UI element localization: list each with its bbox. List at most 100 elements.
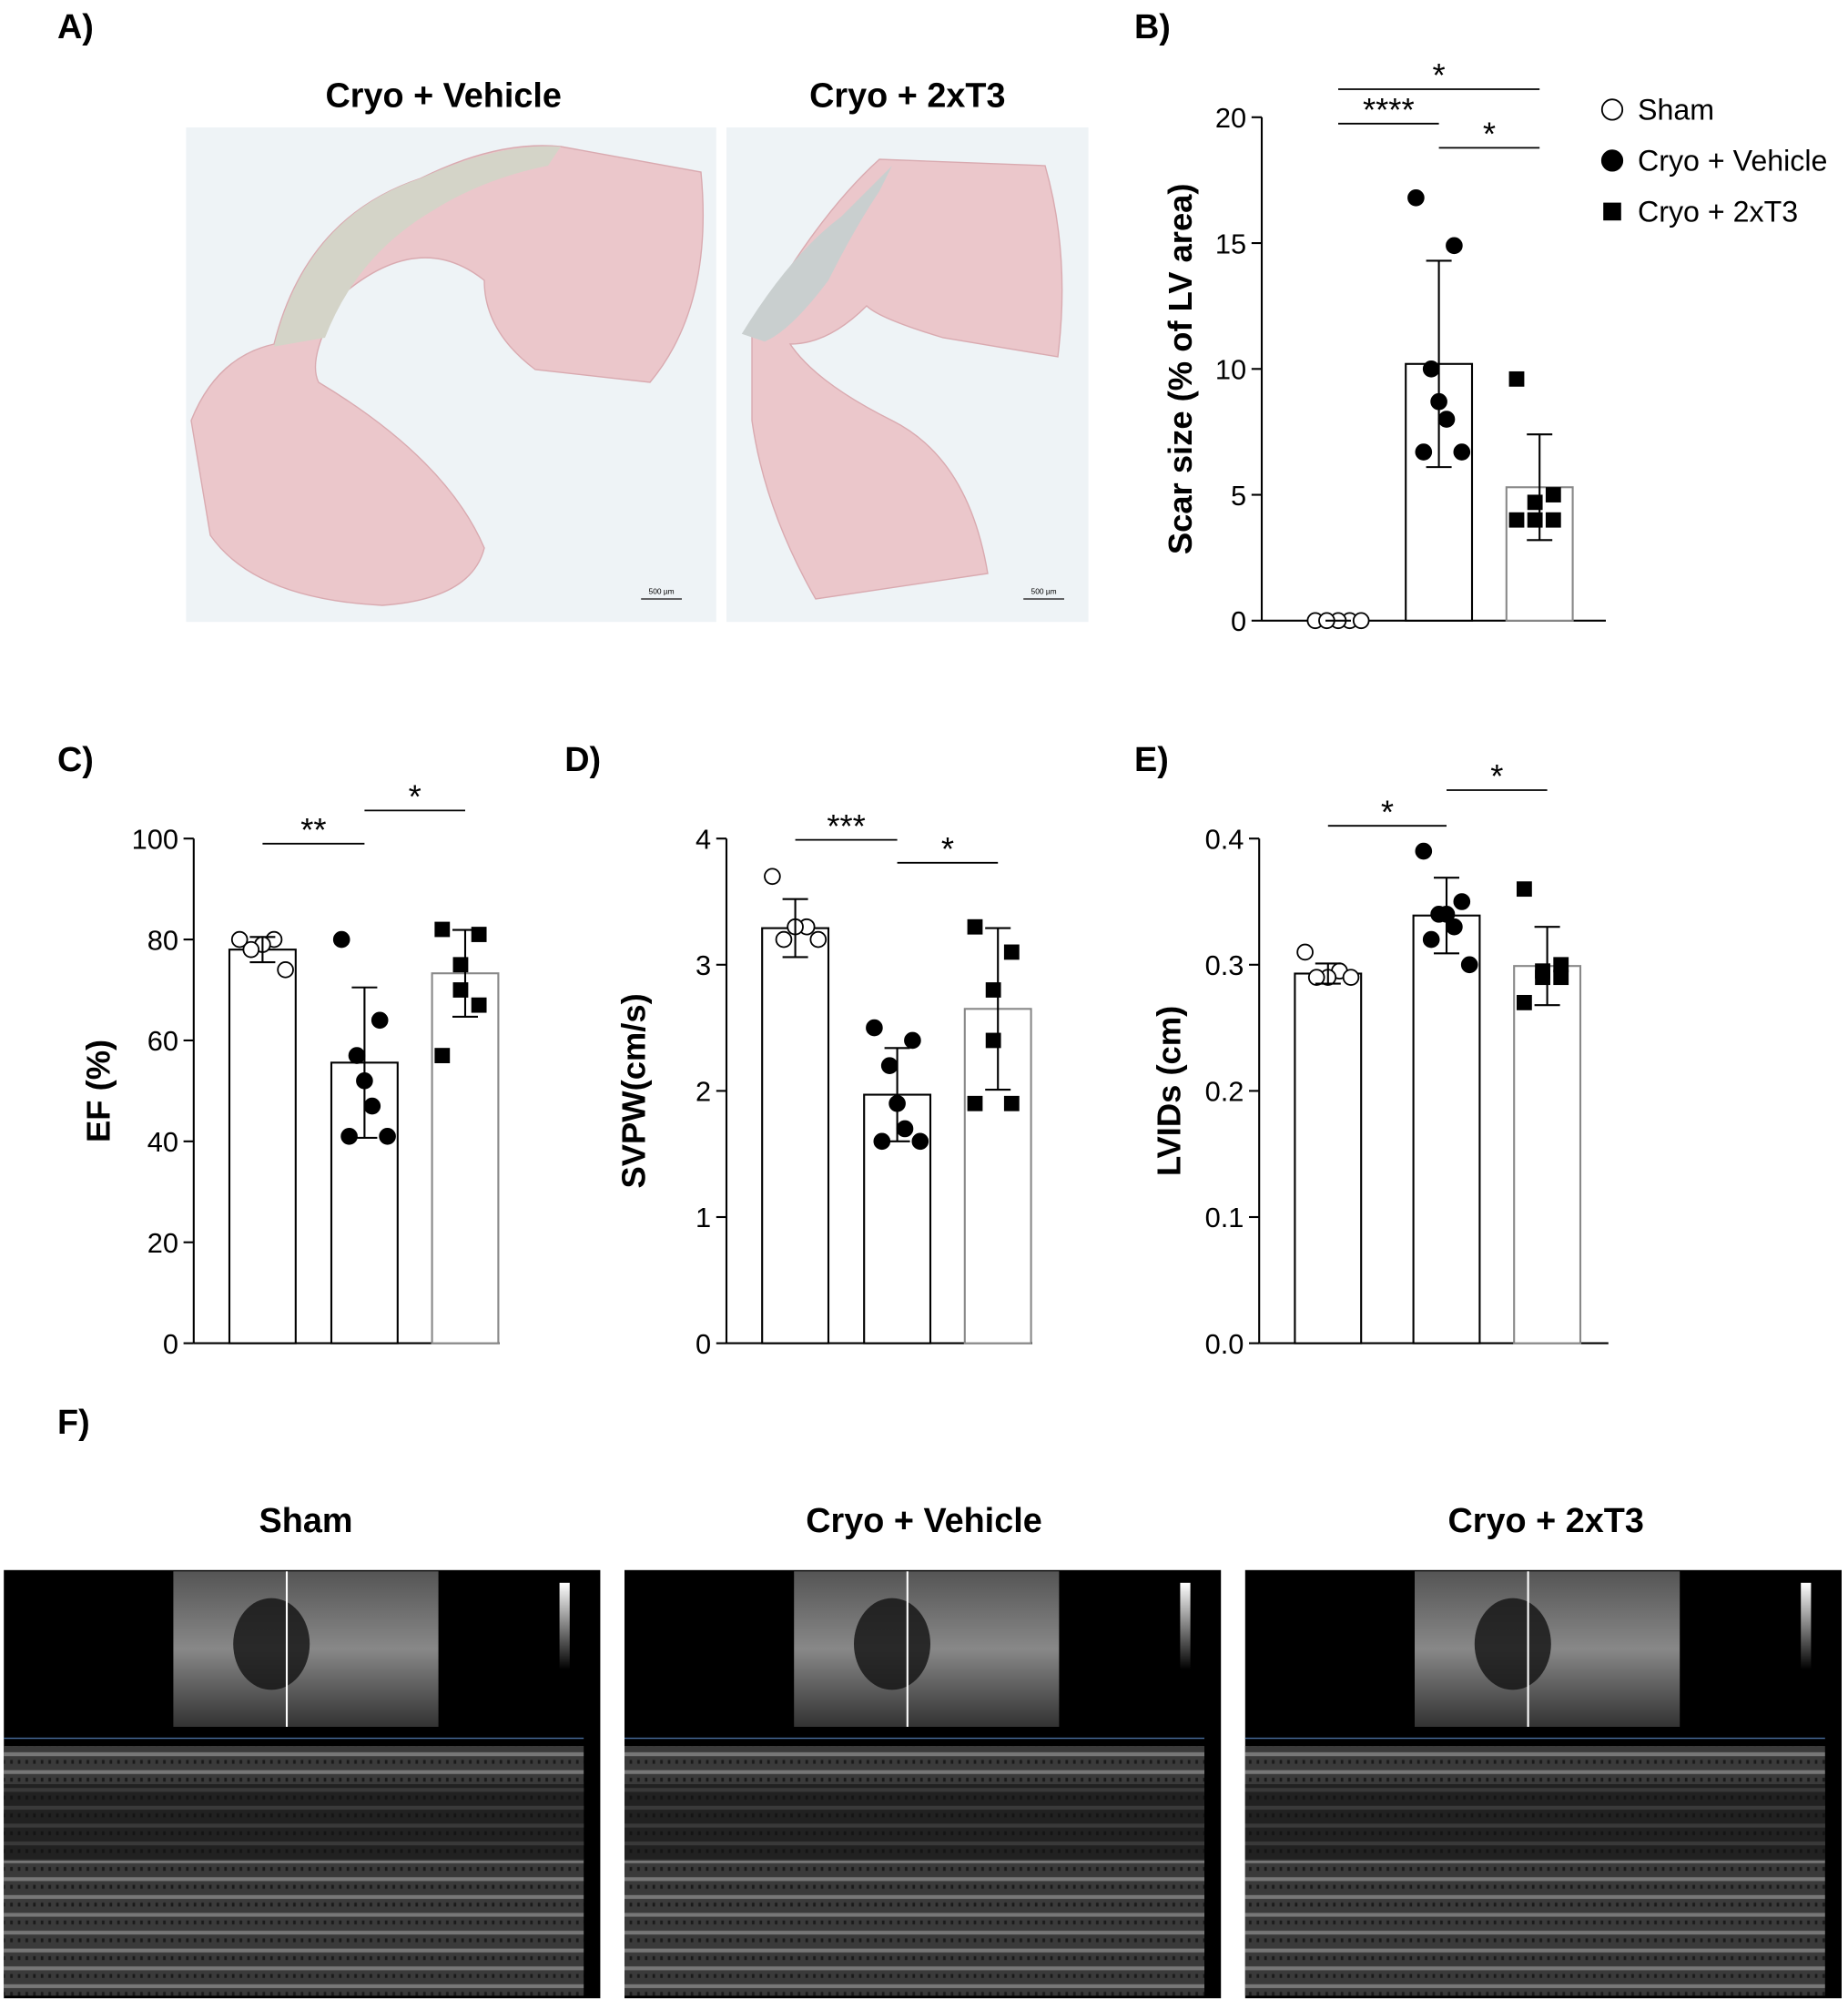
data-point [277, 961, 294, 979]
bar [761, 927, 830, 1345]
charts: Scar size (% of LV area)05101520******Sh… [79, 56, 1827, 1360]
error-bar [1426, 259, 1452, 469]
data-point [1296, 943, 1314, 961]
panel-label: C) [57, 741, 94, 779]
data-point [1508, 370, 1525, 387]
y-tick-label: 20 [147, 1227, 178, 1259]
data-point [1508, 512, 1525, 528]
data-point [1545, 512, 1561, 528]
y-tick-label: 20 [1215, 102, 1246, 134]
data-point [1453, 443, 1471, 461]
data-point [866, 1019, 883, 1037]
significance-label: ** [300, 811, 326, 848]
significance-label: * [1483, 116, 1496, 153]
y-tick-label: 0 [1231, 605, 1246, 637]
error-bar [782, 898, 808, 959]
scale-bar-label: 500 µm [1031, 586, 1057, 595]
panel-label: F) [57, 1404, 90, 1442]
data-point [1352, 612, 1370, 630]
panel-label: D) [564, 741, 601, 779]
heart-chamber [233, 1598, 310, 1690]
data-point [471, 997, 487, 1013]
error-bar [1527, 433, 1553, 542]
m-mode-image [4, 1746, 584, 1996]
data-point [1407, 188, 1425, 207]
y-tick-label: 100 [132, 823, 178, 855]
m-mode-band [4, 1784, 584, 1862]
data-point [809, 930, 828, 949]
error-bar [351, 986, 378, 1140]
data-point [230, 930, 249, 949]
y-tick-label: 0.1 [1205, 1202, 1244, 1233]
y-tick-label: 5 [1231, 480, 1246, 512]
data-point [371, 1011, 389, 1030]
panel-label: E) [1134, 741, 1169, 779]
legend-marker [1600, 149, 1624, 172]
legend-marker [1600, 98, 1624, 121]
y-axis-label: Scar size (% of LV area) [1162, 183, 1199, 554]
panel-label: B) [1134, 8, 1171, 46]
gray-scale [1180, 1582, 1191, 1670]
data-point [1342, 969, 1360, 986]
data-point [1415, 443, 1433, 461]
data-point [1003, 1095, 1020, 1111]
significance-label: * [409, 778, 421, 816]
echo-images [4, 1569, 1842, 1999]
data-point [348, 1047, 366, 1064]
error-bar [884, 1047, 910, 1142]
error-bar [1315, 962, 1341, 985]
image-title: Cryo + 2xT3 [1448, 1502, 1644, 1540]
significance-label: * [1433, 56, 1446, 94]
data-point [1553, 969, 1569, 986]
error-bar [1434, 877, 1459, 955]
significance-label: **** [1363, 91, 1415, 128]
data-point [1460, 956, 1478, 974]
data-point [1446, 918, 1463, 936]
y-tick-label: 80 [147, 924, 178, 956]
legend-marker [1603, 202, 1621, 221]
significance-label: *** [827, 807, 865, 845]
y-tick-label: 0.3 [1205, 949, 1244, 981]
y-tick-label: 1 [696, 1202, 711, 1233]
data-point [880, 1057, 899, 1074]
data-point [1437, 411, 1456, 428]
y-axis-label: EF (%) [79, 1040, 117, 1142]
data-point [1422, 930, 1440, 949]
m-mode-band [1244, 1784, 1825, 1862]
data-point [1415, 842, 1433, 860]
error-bar [249, 936, 276, 964]
scar-tissue [741, 166, 892, 342]
image-title: Cryo + Vehicle [325, 77, 561, 116]
y-axis-label: LVIDs (cm) [1150, 1006, 1187, 1176]
data-point [1446, 237, 1463, 255]
y-tick-label: 0 [163, 1328, 178, 1360]
scale-bar-label: 500 µm [649, 586, 675, 595]
error-bar [985, 927, 1011, 1091]
data-point [1307, 969, 1325, 986]
legend-label: Cryo + Vehicle [1638, 145, 1827, 178]
y-tick-label: 0.0 [1205, 1328, 1244, 1360]
data-point [904, 1031, 921, 1050]
y-tick-label: 0.4 [1205, 823, 1244, 855]
legend-label: Sham [1638, 94, 1714, 127]
y-tick-label: 15 [1215, 228, 1246, 259]
heart-chamber [854, 1598, 930, 1690]
y-tick-label: 0.2 [1205, 1076, 1244, 1108]
data-point [1517, 881, 1532, 898]
data-point [896, 1120, 914, 1138]
image-title: Cryo + Vehicle [806, 1502, 1041, 1540]
heart-chamber [1474, 1598, 1551, 1690]
data-point [764, 868, 781, 886]
data-point [363, 1097, 381, 1115]
data-point [967, 918, 983, 935]
gray-scale [1801, 1582, 1812, 1670]
y-tick-label: 2 [696, 1076, 711, 1108]
image-title: Sham [259, 1502, 353, 1540]
y-tick-label: 3 [696, 949, 711, 981]
m-mode-band [624, 1784, 1204, 1862]
significance-label: * [941, 830, 954, 868]
m-mode-image [1244, 1746, 1825, 1996]
y-tick-label: 4 [696, 823, 711, 855]
data-point [434, 921, 451, 938]
